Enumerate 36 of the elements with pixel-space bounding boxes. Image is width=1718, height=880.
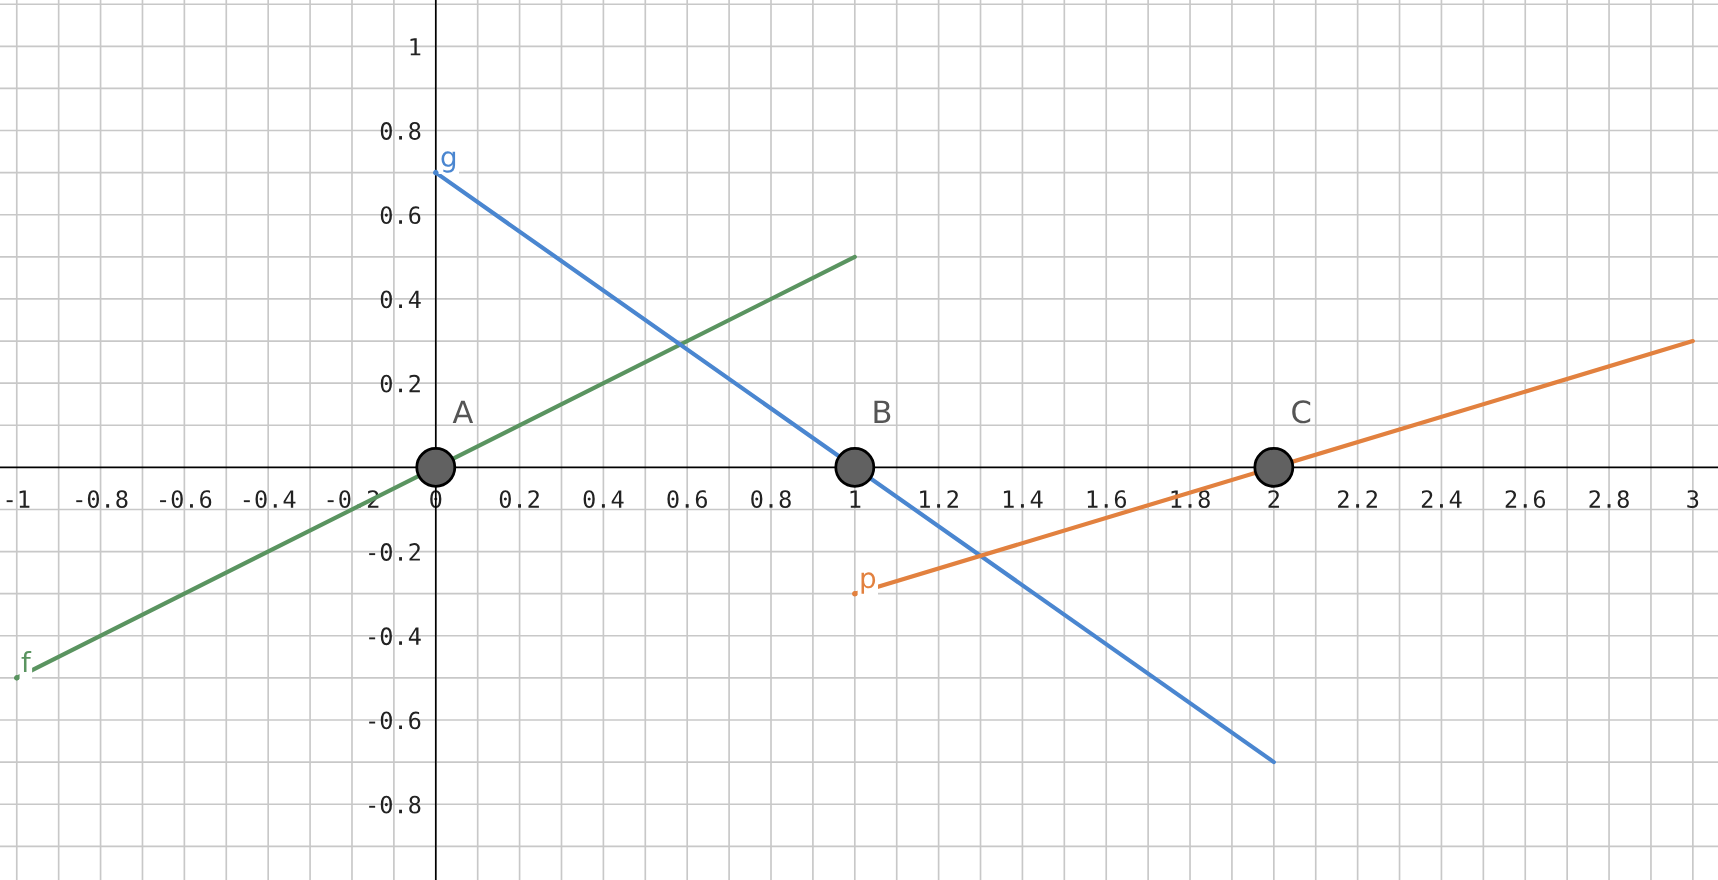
x-tick-label: 2.8 <box>1589 490 1629 508</box>
point <box>415 446 457 488</box>
y-tick-label: -0.8 <box>369 795 421 814</box>
y-tick-label: 0.8 <box>380 122 421 140</box>
x-tick-label: -0.8 <box>76 490 128 508</box>
x-tick-label: 2.2 <box>1338 490 1377 508</box>
x-tick-label: 2.4 <box>1421 490 1462 508</box>
x-tick-label: 1.4 <box>1003 490 1043 508</box>
x-tick-label: 0.2 <box>499 490 539 508</box>
y-tick-label: -0.2 <box>369 543 420 561</box>
y-tick-label: -0.4 <box>369 627 421 646</box>
x-tick-label: 1.6 <box>1087 490 1127 508</box>
annotation: B <box>874 400 891 423</box>
y-tick-label: 0.6 <box>380 206 421 225</box>
x-tick-label: 1.2 <box>920 490 958 508</box>
annotation: C <box>1292 400 1311 424</box>
series-label: f <box>21 651 32 673</box>
series-label: p <box>861 572 876 594</box>
point <box>834 446 876 488</box>
x-tick-label: -1 <box>6 490 30 508</box>
x-tick-label: 0.6 <box>667 490 707 508</box>
x-tick-label: 0.8 <box>751 490 791 508</box>
y-tick-label: 0.4 <box>380 290 421 309</box>
y-tick-label: -0.6 <box>369 711 421 730</box>
x-tick-label: 2 <box>1268 490 1279 508</box>
x-tick-label: 2.6 <box>1505 490 1546 508</box>
point <box>1253 446 1295 488</box>
annotation: A <box>452 400 474 423</box>
x-tick-label: 0.4 <box>583 490 624 508</box>
x-tick-label: 1 <box>850 490 861 508</box>
y-tick-label: 1 <box>410 38 421 56</box>
x-tick-label: -0.4 <box>243 490 296 508</box>
x-tick-label: 3 <box>1687 490 1699 508</box>
x-tick-label: -0.6 <box>160 490 212 508</box>
y-tick-label: 0.2 <box>380 374 420 393</box>
series-label: g <box>441 151 456 173</box>
